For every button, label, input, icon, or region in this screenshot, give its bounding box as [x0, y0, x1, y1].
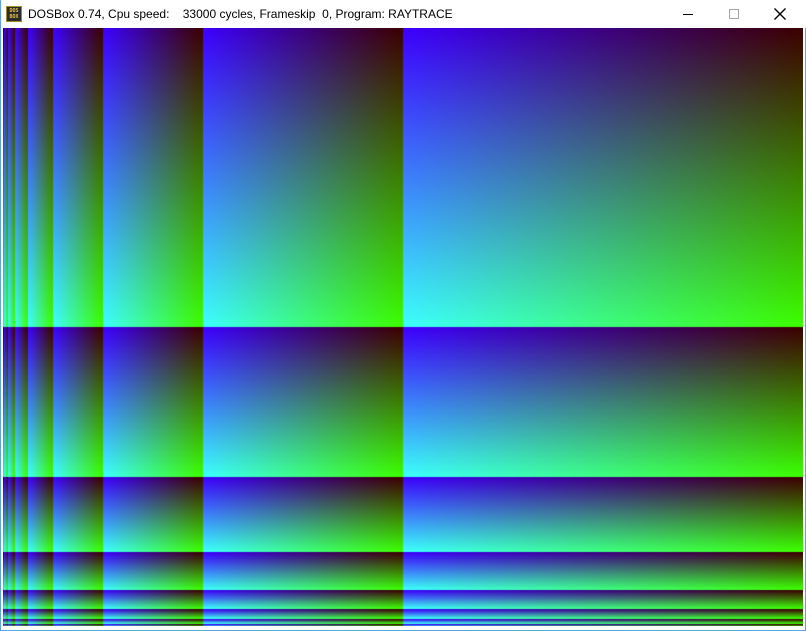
- minimize-icon: [683, 9, 693, 19]
- app-icon-text-bottom: BOX: [9, 14, 18, 20]
- title-bar[interactable]: DOS BOX DOSBox 0.74, Cpu speed: 33000 cy…: [1, 0, 806, 28]
- dos-screen[interactable]: [3, 28, 803, 626]
- maximize-button[interactable]: [711, 0, 757, 28]
- window-title: DOSBox 0.74, Cpu speed: 33000 cycles, Fr…: [28, 6, 453, 22]
- raytrace-output: [3, 28, 803, 626]
- minimize-button[interactable]: [665, 0, 711, 28]
- close-button[interactable]: [757, 0, 803, 28]
- close-icon: [774, 8, 786, 20]
- maximize-icon: [729, 9, 739, 19]
- dosbox-app-icon[interactable]: DOS BOX: [6, 6, 22, 22]
